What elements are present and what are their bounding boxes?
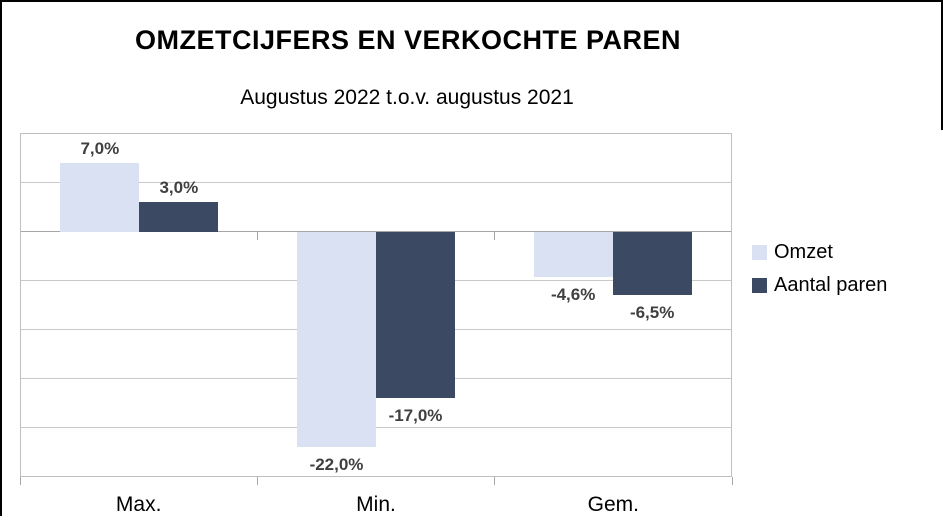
bar-aantal-paren-gem bbox=[612, 231, 692, 296]
data-label-omzet-min: -22,0% bbox=[309, 454, 364, 474]
bottom-axis-tick bbox=[731, 477, 733, 485]
zero-axis-tick bbox=[257, 231, 259, 240]
data-label-omzet-gem: -4,6% bbox=[550, 284, 596, 304]
legend-label-aantal-paren: Aantal paren bbox=[774, 274, 888, 296]
legend-marker-aantal-paren bbox=[752, 277, 767, 293]
chart-subtitle: Augustus 2022 t.o.v. augustus 2021 bbox=[240, 86, 574, 109]
chart-border-right bbox=[941, 0, 943, 130]
chart-border-top bbox=[0, 0, 943, 2]
gridline bbox=[21, 426, 731, 428]
zero-axis-tick bbox=[493, 231, 495, 240]
data-label-aantal-paren-max: 3,0% bbox=[159, 178, 199, 198]
legend-item-omzet: Omzet bbox=[752, 240, 887, 264]
bottom-axis-tick bbox=[19, 477, 21, 485]
plot-area: 7,0% 3,0% -22,0% -17,0% -4,6% -6,5% bbox=[20, 133, 732, 477]
data-label-aantal-paren-gem: -6,5% bbox=[629, 303, 675, 323]
data-label-aantal-paren-min: -17,0% bbox=[388, 405, 443, 425]
category-label-max: Max. bbox=[115, 493, 162, 516]
legend-marker-omzet bbox=[752, 244, 767, 260]
gridline bbox=[21, 182, 731, 184]
legend-item-aantal-paren: Aantal paren bbox=[752, 273, 887, 297]
legend: Omzet Aantal paren bbox=[752, 240, 887, 306]
bottom-axis-tick bbox=[256, 477, 258, 485]
chart-border-left bbox=[0, 0, 2, 516]
bar-omzet-min bbox=[297, 231, 376, 447]
chart-title: OMZETCIJFERS EN VERKOCHTE PAREN bbox=[134, 25, 682, 55]
category-label-gem: Gem. bbox=[587, 493, 639, 516]
bar-omzet-max bbox=[60, 163, 140, 232]
data-label-omzet-max: 7,0% bbox=[80, 139, 120, 159]
legend-label-omzet: Omzet bbox=[774, 241, 833, 263]
bottom-axis-tick bbox=[494, 477, 496, 485]
bar-aantal-paren-max bbox=[139, 202, 219, 232]
bar-omzet-gem bbox=[533, 231, 613, 277]
category-label-min: Min. bbox=[356, 493, 396, 516]
bar-aantal-paren-min bbox=[376, 231, 455, 398]
